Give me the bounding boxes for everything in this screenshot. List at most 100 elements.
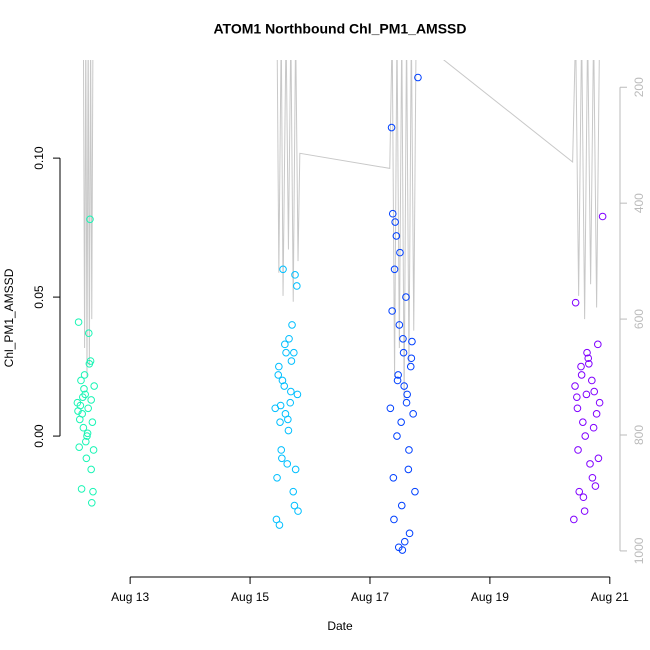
point <box>76 401 85 410</box>
point <box>406 362 415 371</box>
point <box>75 415 84 424</box>
point <box>397 501 406 510</box>
point <box>290 348 298 357</box>
point <box>288 321 296 329</box>
y-axis-label: Chl_PM1_AMSSD <box>2 268 16 367</box>
point <box>387 123 396 132</box>
point <box>285 334 293 343</box>
point <box>571 382 579 390</box>
point <box>414 73 422 82</box>
point <box>83 432 91 440</box>
point <box>86 215 94 224</box>
point <box>287 387 295 396</box>
y2-line <box>82 60 94 378</box>
point <box>584 354 593 363</box>
point <box>586 460 594 468</box>
point <box>286 398 295 407</box>
point <box>580 507 589 515</box>
point <box>89 446 98 454</box>
point <box>274 371 283 379</box>
point <box>389 473 398 482</box>
point <box>405 529 414 538</box>
point <box>88 418 97 426</box>
point <box>577 362 585 371</box>
point <box>393 432 401 440</box>
point <box>291 271 299 279</box>
point <box>86 357 95 365</box>
y-tick-label: 0.05 <box>32 285 46 309</box>
chart-title: ATOM1 Northbound Chl_PM1_AMSSD <box>213 21 466 37</box>
point <box>573 404 582 413</box>
point <box>283 460 292 468</box>
point <box>579 493 588 502</box>
y2-line <box>276 60 600 401</box>
point <box>84 329 93 338</box>
point <box>83 429 92 438</box>
point <box>84 404 92 413</box>
x-axis-label: Date <box>327 619 353 633</box>
x-tick-label: Aug 13 <box>111 590 149 604</box>
point <box>80 385 88 393</box>
y2-tick-label: 1000 <box>632 537 646 564</box>
y2-tick-label: 800 <box>632 425 646 445</box>
point <box>279 265 287 274</box>
point <box>585 360 593 368</box>
point <box>79 423 88 432</box>
axes: Aug 13 Aug 15 Aug 17 Aug 19 Aug 21 0.00 0.05 0.… <box>32 146 629 604</box>
point <box>402 293 410 301</box>
point <box>577 371 586 379</box>
x-tick-label: Aug 17 <box>351 590 389 604</box>
point <box>403 390 411 399</box>
point <box>411 487 419 496</box>
point <box>275 521 284 529</box>
point <box>592 410 601 418</box>
point <box>77 376 85 385</box>
point <box>570 515 578 524</box>
point <box>390 265 399 274</box>
point <box>89 487 97 496</box>
x-tick-label: Aug 21 <box>591 590 629 604</box>
point <box>591 482 600 490</box>
point <box>400 537 409 546</box>
point <box>397 418 405 426</box>
point <box>282 348 290 357</box>
point <box>273 473 281 482</box>
point <box>399 334 407 343</box>
point <box>80 371 89 379</box>
point <box>407 354 416 363</box>
point <box>392 232 401 240</box>
point <box>82 454 91 463</box>
point <box>408 337 416 346</box>
point <box>75 443 83 451</box>
point <box>293 390 302 399</box>
point <box>289 487 298 496</box>
point <box>284 415 292 424</box>
point <box>405 446 413 454</box>
point <box>77 485 86 493</box>
point <box>579 418 587 426</box>
y2-axis: 200 400 600 800 1000 <box>619 77 646 564</box>
point <box>571 298 580 307</box>
point <box>575 487 584 496</box>
point <box>594 454 603 463</box>
point <box>395 321 404 329</box>
point <box>278 376 287 385</box>
point <box>594 340 602 349</box>
y2-tick-label: 600 <box>632 309 646 329</box>
point <box>388 307 396 315</box>
point <box>291 465 300 474</box>
x-tick-label: Aug 19 <box>471 590 509 604</box>
point <box>388 209 397 218</box>
y2-tick-label: 200 <box>632 77 646 97</box>
x-tick-label: Aug 15 <box>231 590 269 604</box>
point <box>402 398 411 407</box>
point <box>276 418 284 426</box>
point <box>87 465 95 474</box>
point <box>87 498 96 507</box>
point <box>293 282 301 290</box>
point <box>391 218 399 226</box>
point <box>280 382 289 390</box>
point <box>276 401 285 410</box>
point <box>573 393 581 401</box>
